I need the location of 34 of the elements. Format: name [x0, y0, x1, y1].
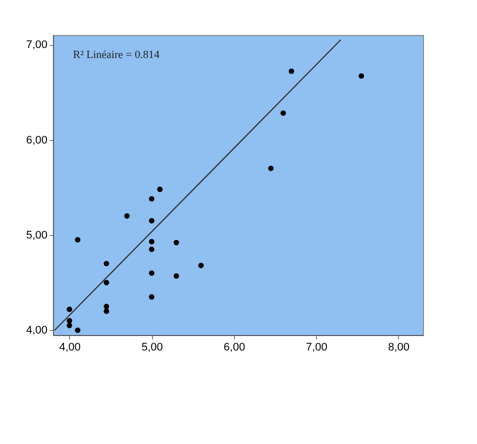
point: [280, 110, 286, 116]
x-tick-label: 5,00: [141, 342, 163, 354]
point: [358, 73, 364, 79]
point: [74, 237, 80, 242]
y-tick-label: 7,00: [26, 39, 48, 52]
y-tick-label: 5,00: [26, 230, 48, 242]
annotation: R² Linéaire = 0.814: [73, 49, 160, 61]
point: [66, 318, 72, 324]
y-tick-label: 4,00: [26, 324, 48, 337]
point: [124, 213, 130, 219]
point: [66, 306, 72, 312]
point: [148, 270, 154, 276]
point: [148, 294, 154, 300]
point: [104, 304, 110, 310]
x-tick-label: 6,00: [224, 342, 246, 354]
point: [174, 273, 180, 279]
point: [174, 240, 180, 246]
point: [74, 328, 80, 333]
point: [288, 68, 294, 74]
point: [157, 186, 163, 192]
x-tick-label: 8,00: [388, 342, 410, 354]
point: [148, 196, 154, 202]
point: [66, 322, 72, 328]
point: [148, 218, 154, 224]
y-tick-label: 6,00: [26, 134, 48, 146]
point: [268, 166, 274, 172]
x-tick-label: 7,00: [306, 342, 328, 354]
point: [148, 246, 154, 252]
point: [104, 260, 110, 266]
point: [148, 238, 154, 244]
x-tick-label: 4,00: [59, 342, 81, 354]
point: [104, 280, 110, 286]
point: [104, 308, 110, 314]
point: [198, 262, 204, 268]
